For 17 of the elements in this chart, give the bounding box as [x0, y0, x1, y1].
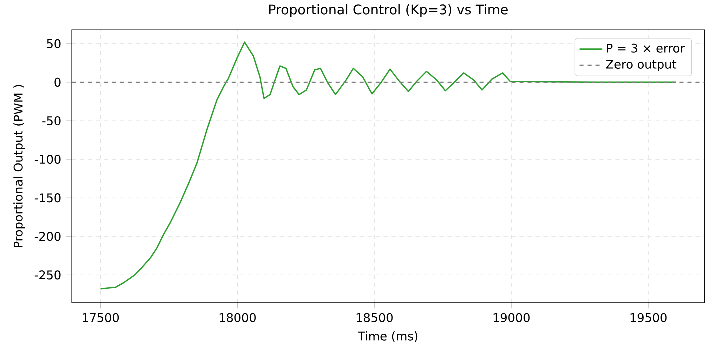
y-tick-label: 0 — [54, 78, 61, 88]
chart-title: Proportional Control (Kp=3) vs Time — [269, 4, 508, 18]
x-tick-label: 19000 — [494, 313, 530, 323]
y-tick-label: -100 — [34, 155, 61, 164]
y-tick-label: -150 — [34, 194, 61, 203]
x-tick-label: 17500 — [82, 313, 120, 323]
x-tick-label: 18000 — [220, 313, 256, 323]
y-axis-title: Proportional Output (PWM ) — [14, 85, 26, 248]
y-tick-label: -250 — [34, 270, 61, 280]
y-tick-label: -200 — [34, 232, 61, 242]
legend-label: P = 3 × error — [607, 44, 686, 54]
y-tick-label: 50 — [47, 40, 61, 49]
x-tick-label: 19500 — [630, 313, 667, 323]
y-tick-label: -50 — [42, 116, 61, 126]
x-axis-title: Time (ms) — [358, 332, 418, 342]
legend-label: Zero output — [606, 60, 677, 72]
x-tick-label: 18500 — [356, 313, 393, 323]
